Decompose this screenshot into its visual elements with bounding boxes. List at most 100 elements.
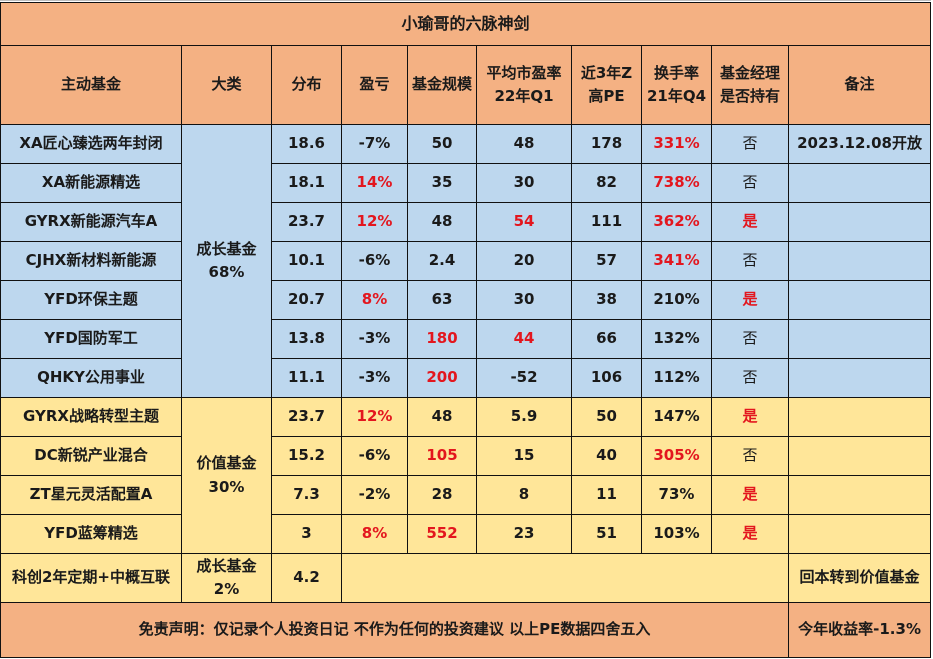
cell-turnover[interactable]: 147% xyxy=(641,397,712,437)
cell-scale[interactable]: 200 xyxy=(407,358,477,398)
cell-name[interactable]: YFD环保主题 xyxy=(0,280,182,320)
cell-pnl[interactable]: -6% xyxy=(341,241,408,281)
cell-high-pe[interactable]: 11 xyxy=(571,475,642,515)
cell-avg-pe[interactable]: 23 xyxy=(476,514,572,554)
cell-manager-holds[interactable]: 否 xyxy=(711,358,789,398)
cell-notes[interactable] xyxy=(787,514,932,554)
cell-high-pe[interactable]: 111 xyxy=(571,202,642,242)
cell-name[interactable]: GYRX新能源汽车A xyxy=(0,202,182,242)
col-header-distribution[interactable]: 分布 xyxy=(271,45,342,125)
col-header-notes[interactable]: 备注 xyxy=(787,45,932,125)
cell-pnl[interactable]: -7% xyxy=(341,124,408,164)
cell-scale[interactable]: 105 xyxy=(407,436,477,476)
cell-scale[interactable]: 48 xyxy=(407,202,477,242)
cell-turnover[interactable]: 112% xyxy=(641,358,712,398)
cell-turnover[interactable]: 73% xyxy=(641,475,712,515)
cell-notes[interactable] xyxy=(787,202,932,242)
cell-high-pe[interactable]: 51 xyxy=(571,514,642,554)
cell-turnover[interactable]: 331% xyxy=(641,124,712,164)
cell-pnl[interactable]: 8% xyxy=(341,280,408,320)
cell-notes[interactable] xyxy=(787,475,932,515)
cell-manager-holds[interactable]: 否 xyxy=(711,241,789,281)
col-header-category[interactable]: 大类 xyxy=(181,45,272,125)
cell-category-growth[interactable]: 成长基金 68% xyxy=(181,124,272,398)
cell-distribution[interactable]: 4.2 xyxy=(271,553,342,603)
cell-avg-pe[interactable]: 20 xyxy=(476,241,572,281)
cell-manager-holds[interactable]: 是 xyxy=(711,202,789,242)
cell-high-pe[interactable]: 38 xyxy=(571,280,642,320)
cell-name[interactable]: 科创2年定期+中概互联 xyxy=(0,553,182,603)
cell-high-pe[interactable]: 106 xyxy=(571,358,642,398)
cell-distribution[interactable]: 23.7 xyxy=(271,202,342,242)
cell-avg-pe[interactable]: 8 xyxy=(476,475,572,515)
cell-turnover[interactable]: 362% xyxy=(641,202,712,242)
cell-notes[interactable] xyxy=(787,358,932,398)
cell-high-pe[interactable]: 66 xyxy=(571,319,642,359)
cell-avg-pe[interactable]: 30 xyxy=(476,280,572,320)
cell-pnl[interactable]: 14% xyxy=(341,163,408,203)
cell-scale[interactable]: 63 xyxy=(407,280,477,320)
cell-pnl[interactable]: 12% xyxy=(341,397,408,437)
cell-name[interactable]: ZT星元灵活配置A xyxy=(0,475,182,515)
col-header-pnl[interactable]: 盈亏 xyxy=(341,45,408,125)
col-header-manager-holds[interactable]: 基金经理 是否持有 xyxy=(711,45,789,125)
cell-avg-pe[interactable]: 44 xyxy=(476,319,572,359)
cell-name[interactable]: GYRX战略转型主题 xyxy=(0,397,182,437)
cell-pnl[interactable]: 12% xyxy=(341,202,408,242)
cell-scale[interactable]: 48 xyxy=(407,397,477,437)
cell-category[interactable]: 成长基金 2% xyxy=(181,553,272,603)
cell-high-pe[interactable]: 50 xyxy=(571,397,642,437)
cell-pnl[interactable]: -6% xyxy=(341,436,408,476)
cell-distribution[interactable]: 11.1 xyxy=(271,358,342,398)
sheet-title[interactable]: 小瑜哥的六脉神剑 xyxy=(0,2,932,46)
cell-scale[interactable]: 35 xyxy=(407,163,477,203)
cell-name[interactable]: YFD国防军工 xyxy=(0,319,182,359)
cell-notes[interactable]: 2023.12.08开放 xyxy=(787,124,932,164)
cell-pnl[interactable]: -3% xyxy=(341,358,408,398)
col-header-turnover[interactable]: 换手率 21年Q4 xyxy=(641,45,712,125)
cell-scale[interactable]: 552 xyxy=(407,514,477,554)
cell-avg-pe[interactable]: -52 xyxy=(476,358,572,398)
cell-notes[interactable] xyxy=(787,397,932,437)
cell-avg-pe[interactable]: 15 xyxy=(476,436,572,476)
cell-turnover[interactable]: 738% xyxy=(641,163,712,203)
cell-high-pe[interactable]: 82 xyxy=(571,163,642,203)
cell-manager-holds[interactable]: 否 xyxy=(711,436,789,476)
cell-turnover[interactable]: 341% xyxy=(641,241,712,281)
cell-pnl[interactable]: -3% xyxy=(341,319,408,359)
cell-pnl[interactable]: -2% xyxy=(341,475,408,515)
cell-avg-pe[interactable]: 5.9 xyxy=(476,397,572,437)
cell-distribution[interactable]: 18.6 xyxy=(271,124,342,164)
cell-name[interactable]: DC新锐产业混合 xyxy=(0,436,182,476)
disclaimer[interactable]: 免责声明：仅记录个人投资日记 不作为任何的投资建议 以上PE数据四舍五入 xyxy=(0,602,789,658)
cell-high-pe[interactable]: 57 xyxy=(571,241,642,281)
cell-name[interactable]: XA新能源精选 xyxy=(0,163,182,203)
cell-distribution[interactable]: 20.7 xyxy=(271,280,342,320)
cell-notes[interactable] xyxy=(787,241,932,281)
cell-high-pe[interactable]: 40 xyxy=(571,436,642,476)
cell-distribution[interactable]: 15.2 xyxy=(271,436,342,476)
cell-distribution[interactable]: 18.1 xyxy=(271,163,342,203)
cell-notes[interactable] xyxy=(787,319,932,359)
cell-category-value[interactable]: 价值基金 30% xyxy=(181,397,272,554)
cell-distribution[interactable]: 3 xyxy=(271,514,342,554)
cell-manager-holds[interactable]: 是 xyxy=(711,475,789,515)
ytd-return[interactable]: 今年收益率-1.3% xyxy=(787,602,932,658)
col-header-scale[interactable]: 基金规模 xyxy=(407,45,477,125)
cell-manager-holds[interactable]: 是 xyxy=(711,397,789,437)
cell-name[interactable]: XA匠心臻选两年封闭 xyxy=(0,124,182,164)
cell-notes[interactable]: 回本转到价值基金 xyxy=(787,553,932,603)
cell-notes[interactable] xyxy=(787,280,932,320)
cell-avg-pe[interactable]: 54 xyxy=(476,202,572,242)
cell-pnl[interactable]: 8% xyxy=(341,514,408,554)
cell-distribution[interactable]: 13.8 xyxy=(271,319,342,359)
cell-manager-holds[interactable]: 是 xyxy=(711,280,789,320)
cell-turnover[interactable]: 103% xyxy=(641,514,712,554)
cell-scale[interactable]: 50 xyxy=(407,124,477,164)
cell-turnover[interactable]: 132% xyxy=(641,319,712,359)
cell-name[interactable]: CJHX新材料新能源 xyxy=(0,241,182,281)
cell-turnover[interactable]: 305% xyxy=(641,436,712,476)
cell-empty-merged[interactable] xyxy=(341,553,789,603)
cell-high-pe[interactable]: 178 xyxy=(571,124,642,164)
cell-name[interactable]: YFD蓝筹精选 xyxy=(0,514,182,554)
